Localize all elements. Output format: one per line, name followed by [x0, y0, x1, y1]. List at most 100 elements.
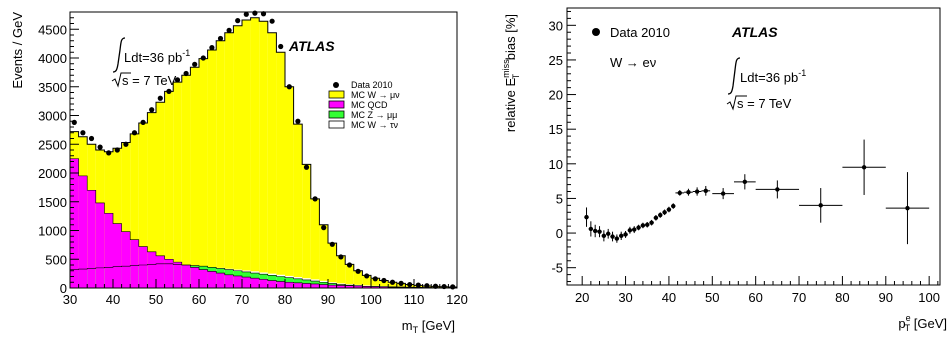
bar-wmunu — [267, 32, 277, 289]
axes: 30 40 50 60 70 80 90 100 110 120 0 500 1000 1500 2000 2… — [38, 17, 468, 307]
x-axis-label: mT [GeV] — [402, 318, 455, 335]
data-point — [278, 43, 284, 50]
bar-qcd — [78, 175, 88, 288]
x-tick-label: 80 — [278, 292, 292, 307]
integral-sign — [112, 37, 126, 73]
bar-wmunu — [276, 52, 285, 288]
data-point — [905, 205, 910, 211]
data-point — [217, 35, 224, 42]
data-point — [653, 215, 659, 221]
x-tick-label: 80 — [835, 290, 849, 305]
data-point — [632, 227, 637, 232]
legend-label-wmunu: MC W → μν — [351, 90, 400, 100]
bar-wmunu — [156, 102, 165, 289]
data-point — [149, 107, 155, 113]
atlas-label: ATLAS — [731, 24, 778, 40]
bar-qcd — [199, 269, 208, 288]
data-point — [610, 234, 615, 239]
x-tick-label: 70 — [792, 290, 806, 305]
data-point — [645, 222, 650, 227]
data-point — [71, 119, 77, 125]
y-tick-label: 2000 — [38, 166, 67, 181]
bar-qcd — [164, 259, 174, 288]
y-tick-label: 15 — [549, 122, 563, 137]
data-point — [372, 276, 378, 282]
bar-wmunu — [293, 124, 303, 288]
data-point — [338, 254, 344, 260]
bar-wmunu — [285, 86, 294, 288]
data-point — [286, 84, 292, 90]
data-point — [269, 18, 275, 24]
data-point — [157, 95, 163, 101]
data-point — [686, 190, 691, 195]
data-point — [209, 45, 215, 51]
data-point — [861, 165, 867, 170]
data-point — [252, 10, 258, 16]
legend-swatch-qcd — [328, 100, 345, 109]
data-point — [636, 225, 641, 230]
x-tick-label: 110 — [404, 292, 425, 307]
bar-wmunu — [371, 278, 380, 288]
data-point — [88, 135, 95, 142]
lumi-text: Ldt=36 pb-1 — [740, 68, 806, 85]
bar-wmunu — [233, 25, 242, 289]
bar-qcd — [345, 285, 354, 288]
y-tick-label: 0 — [60, 281, 67, 296]
data-point — [200, 55, 206, 61]
axes: 20 30 40 50 60 70 80 90 100 -5 0 5 10 15 20 25 30 — [549, 10, 940, 305]
data-label: Data 2010 — [610, 25, 670, 40]
data-point — [619, 233, 624, 239]
bar-wmunu — [207, 49, 217, 289]
bar-wmunu — [379, 280, 389, 288]
data-point — [407, 281, 413, 288]
data-point — [662, 210, 667, 215]
data-point — [775, 187, 780, 192]
stack-outline-total — [69, 17, 457, 288]
data-point — [226, 27, 232, 33]
bar-qcd — [95, 202, 105, 288]
y-axis-label: Events / GeV — [10, 12, 25, 89]
lumi-text: Ldt=36 pb-1 — [124, 48, 190, 65]
data-point — [329, 241, 335, 247]
bar-qcd — [293, 282, 303, 288]
legend-label-wtaunu: MC W → τν — [351, 120, 399, 130]
data-point — [355, 268, 361, 274]
bar-wmunu — [113, 148, 122, 288]
bar-wmunu — [353, 270, 363, 288]
bar-qcd — [250, 278, 260, 288]
data-point — [627, 228, 633, 233]
bar-qcd — [87, 190, 96, 288]
y-tick-label: 30 — [549, 18, 563, 33]
x-tick-label: 60 — [748, 290, 762, 305]
legend-marker-data — [333, 82, 339, 88]
mc-stack — [69, 17, 457, 289]
y-axis-label: relative EmissT bias [%] — [501, 14, 521, 132]
data-point — [677, 190, 682, 196]
data-point — [742, 179, 748, 185]
bar-wmunu — [310, 198, 320, 288]
data-point — [364, 273, 370, 279]
bar-qcd — [147, 251, 156, 288]
y-tick-label: 4000 — [38, 51, 67, 66]
bar-qcd — [276, 281, 285, 288]
bar-qcd — [233, 275, 242, 288]
data-point — [80, 130, 86, 136]
sqrt-sign — [111, 72, 131, 88]
y-tick-label: 20 — [549, 88, 563, 103]
data-point — [106, 150, 112, 156]
bar-qcd — [121, 231, 131, 288]
bar-qcd — [267, 280, 277, 288]
y-tick-label: 3000 — [38, 109, 67, 124]
bar-wmunu — [130, 133, 139, 288]
data-point — [720, 191, 726, 196]
bar-qcd — [328, 285, 337, 288]
bar-qcd — [353, 285, 363, 288]
data-point — [450, 284, 456, 290]
bar-wmunu — [259, 21, 268, 288]
data-point — [312, 196, 318, 202]
data-point — [614, 236, 620, 241]
data-point — [658, 212, 663, 218]
bar-wmunu — [138, 122, 148, 288]
data-point — [424, 283, 430, 289]
